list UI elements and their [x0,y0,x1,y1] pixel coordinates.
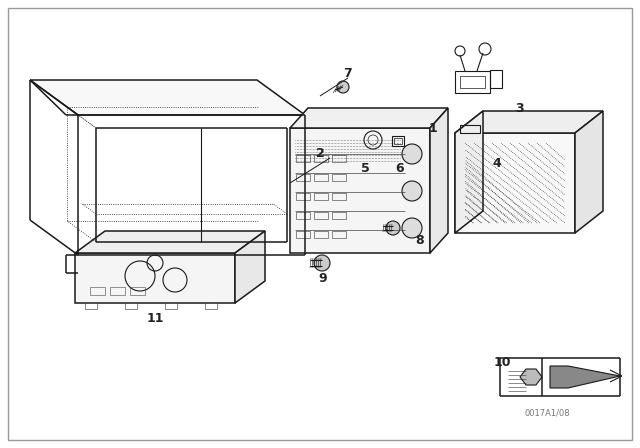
Bar [490,70,502,88]
Polygon shape [455,133,575,233]
Text: 4: 4 [493,156,501,169]
Bar [460,76,485,88]
Bar [296,155,310,162]
Polygon shape [290,108,448,128]
Bar [90,287,105,295]
Polygon shape [235,231,265,303]
Polygon shape [575,111,603,233]
Bar [392,136,404,146]
Bar [125,303,137,309]
Circle shape [402,144,422,164]
Polygon shape [520,369,542,385]
Circle shape [386,221,400,235]
Bar [165,303,177,309]
Text: 11: 11 [147,311,164,324]
Bar [455,71,490,93]
Polygon shape [75,231,265,253]
Polygon shape [75,253,235,303]
Bar [296,174,310,181]
Text: 6: 6 [396,161,404,175]
Bar [296,212,310,219]
Bar [314,231,328,238]
Bar [85,303,97,309]
Circle shape [337,81,349,93]
Circle shape [402,181,422,201]
Polygon shape [30,80,305,115]
Text: 2: 2 [316,146,324,159]
Polygon shape [290,128,430,253]
Bar [130,287,145,295]
Bar [332,212,346,219]
Bar [332,174,346,181]
Bar [314,193,328,200]
Bar [332,155,346,162]
Text: 9: 9 [319,271,327,284]
Polygon shape [550,366,620,388]
Bar [314,174,328,181]
Text: 7: 7 [344,66,353,79]
Bar [394,138,402,144]
Text: 0017A1/08: 0017A1/08 [524,409,570,418]
Polygon shape [455,111,603,133]
Bar [205,303,217,309]
Bar [460,125,480,133]
Polygon shape [455,111,483,233]
Bar [296,231,310,238]
Bar [314,212,328,219]
Text: 5: 5 [360,161,369,175]
Text: 3: 3 [516,102,524,115]
Text: 1: 1 [429,121,437,134]
Text: 10: 10 [493,357,511,370]
Circle shape [402,218,422,238]
Polygon shape [430,108,448,253]
Bar [332,193,346,200]
Circle shape [314,255,330,271]
Bar [110,287,125,295]
Bar [332,231,346,238]
Bar [296,193,310,200]
Bar [314,155,328,162]
Text: 8: 8 [416,233,424,246]
